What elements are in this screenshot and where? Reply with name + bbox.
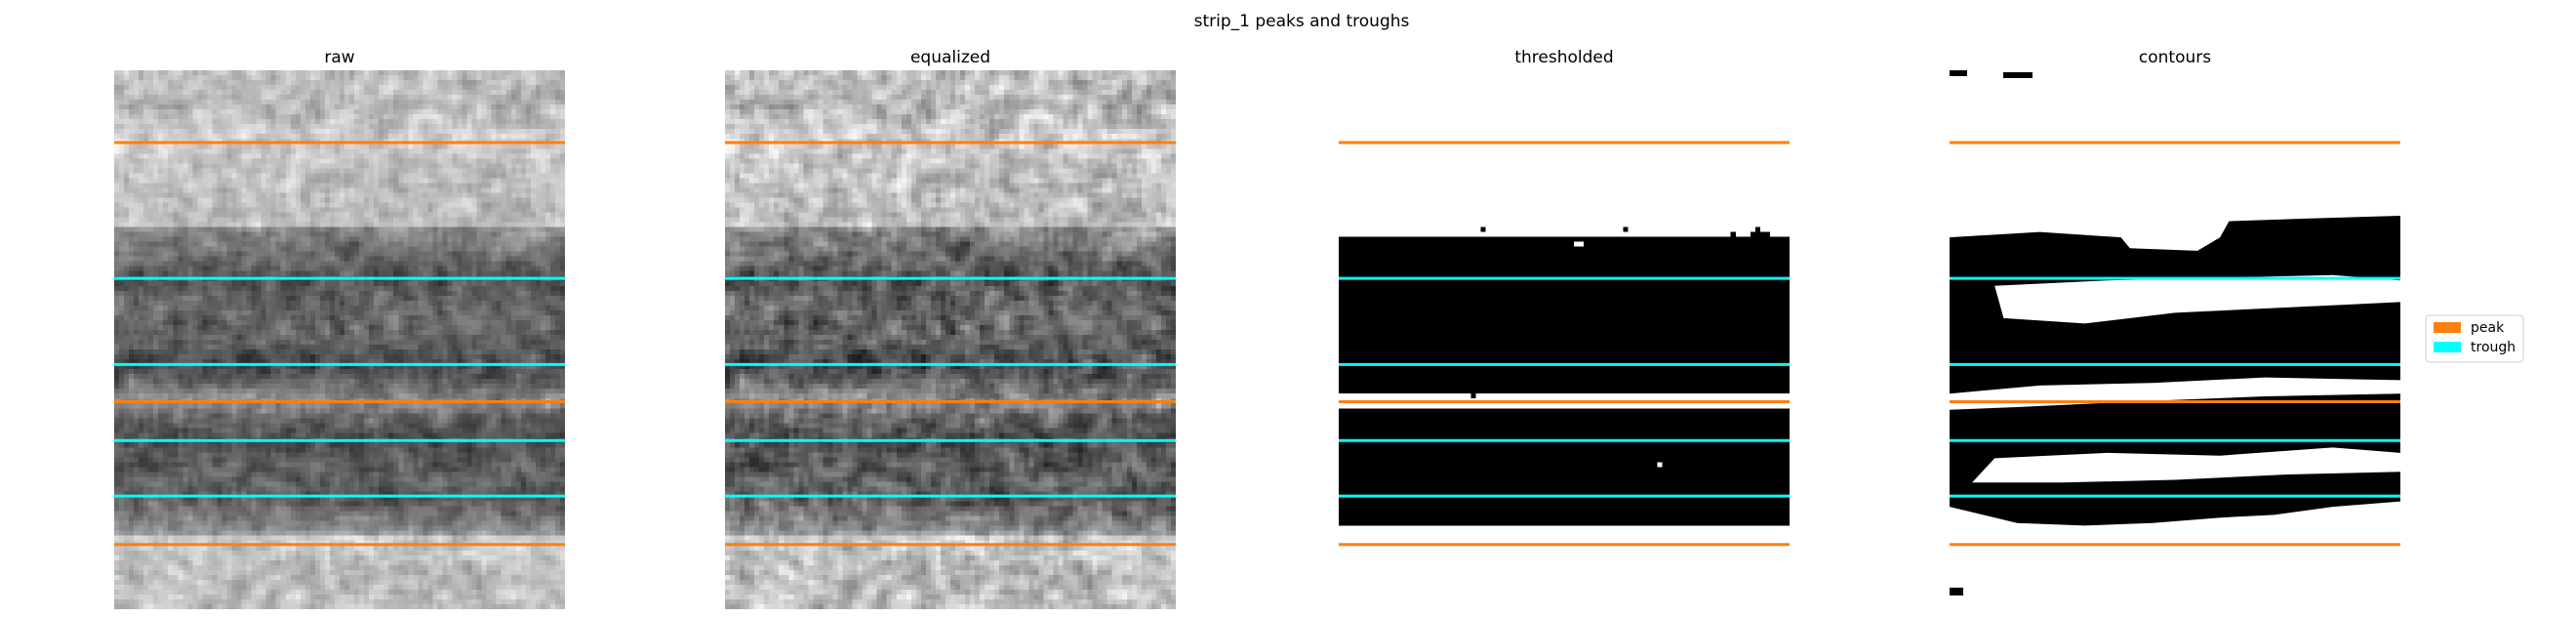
contour-speck — [1950, 587, 1963, 596]
contour-speck — [1950, 70, 1967, 76]
panels: raw equalized thresholded contours — [114, 48, 2400, 609]
legend-label-peak: peak — [2471, 320, 2505, 336]
panel-4: contours — [1950, 48, 2400, 596]
panel-3-image — [1339, 70, 1790, 609]
panel-2-image — [725, 70, 1176, 609]
panel-3-title: thresholded — [1514, 48, 1613, 67]
panel-2: equalized — [725, 48, 1176, 609]
legend-swatch-peak — [2434, 322, 2461, 333]
panel-4-title: contours — [2139, 48, 2211, 67]
panel-1-image — [114, 70, 565, 609]
panel-1-title: raw — [324, 48, 354, 67]
legend-swatch-trough — [2434, 342, 2461, 352]
panel-1: raw — [114, 48, 565, 609]
contour-speck — [2003, 72, 2033, 78]
panel-4-regions — [1950, 70, 2400, 596]
legend-label-trough: trough — [2471, 340, 2516, 355]
legend: peak trough — [2425, 314, 2524, 363]
contour-gap-1 — [1994, 274, 2400, 324]
figure-title: strip_1 peaks and troughs — [1194, 12, 1410, 31]
panel-2-title: equalized — [910, 48, 990, 67]
contour-gap-3 — [1972, 447, 2400, 483]
panel-3: thresholded — [1339, 48, 1790, 609]
